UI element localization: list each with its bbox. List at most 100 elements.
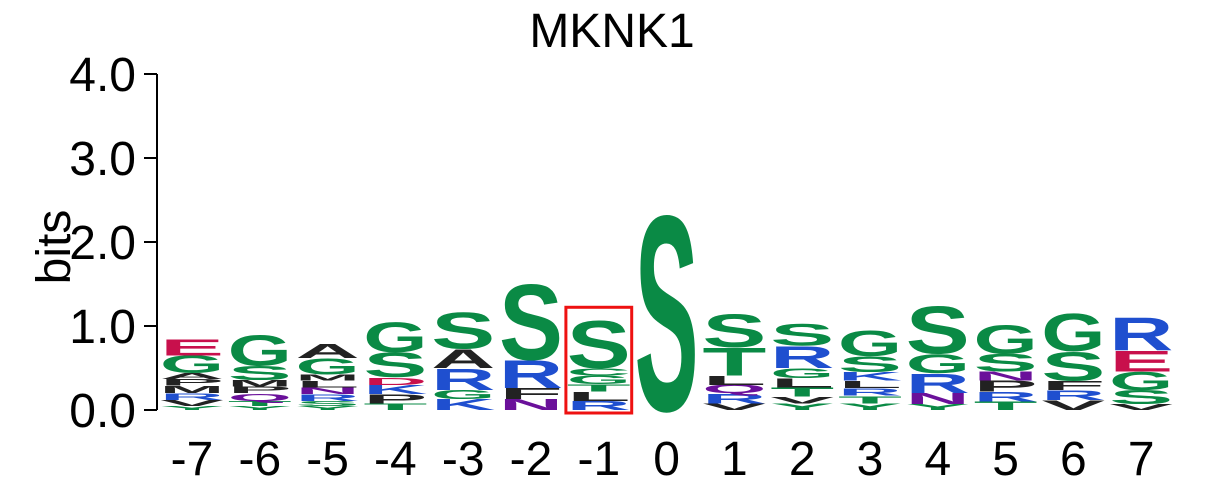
logo-letter-v: V — [703, 402, 767, 412]
logo-letter-k: K — [838, 370, 902, 383]
y-axis-label: bits — [28, 210, 81, 285]
logo-letter-g: G — [567, 374, 631, 387]
logo-letter-a: A — [296, 340, 360, 362]
x-tick-label: 4 — [924, 433, 951, 486]
logo-letter-g: G — [160, 351, 224, 379]
logo-letter-g: G — [296, 353, 360, 379]
y-axis: 0.0 1.0 2.0 3.0 4.0 — [69, 49, 158, 438]
logo-letter-r: R — [906, 368, 970, 400]
logo-letter-m: M — [228, 378, 292, 389]
logo-letter-s: S — [635, 159, 699, 471]
x-tick-label: -5 — [306, 433, 349, 486]
logo-letter-e: E — [1109, 345, 1173, 378]
logo-letter-m: M — [296, 373, 360, 382]
logo-letter-t: T — [228, 399, 292, 407]
y-tick-label: 3.0 — [69, 133, 136, 186]
x-tick-label: 3 — [857, 433, 884, 486]
logo-letter-f: F — [499, 385, 563, 402]
logo-letter-a: A — [431, 344, 495, 374]
x-tick-label: -1 — [577, 433, 620, 486]
logo-letter-r: R — [770, 340, 834, 375]
x-tick-label: 7 — [1128, 433, 1155, 486]
logo-letter-a: A — [160, 372, 224, 381]
logo-letter-g: G — [1041, 302, 1105, 363]
logo-letter-r: R — [974, 389, 1038, 405]
logo-letter-y: Y — [160, 405, 224, 412]
logo-letter-l: L — [702, 373, 766, 388]
logo-letter-l: L — [567, 389, 631, 404]
logo-letter-s: S — [838, 352, 902, 377]
x-axis-labels: -7 -6 -5 -4 -3 -2 -1 0 1 2 3 4 5 6 7 — [171, 433, 1155, 486]
logo-letter-n: N — [296, 386, 360, 396]
logo-letter-t: T — [770, 385, 834, 400]
logo-letter-s: S — [431, 302, 495, 360]
x-tick-label: -4 — [374, 433, 417, 486]
logo-letter-q: Q — [228, 391, 292, 403]
logo-letter-g: G — [838, 324, 902, 365]
y-tick-label: 4.0 — [69, 49, 136, 102]
y-axis-ticks: 0.0 1.0 2.0 3.0 4.0 — [69, 49, 157, 438]
x-tick-label: -6 — [238, 433, 281, 486]
logo-letter-s: S — [499, 262, 563, 382]
logo-letter-g: G — [1109, 367, 1173, 396]
logo-letter-t: T — [363, 402, 427, 412]
logo-letter-s: S — [974, 349, 1038, 376]
logo-letter-q: Q — [702, 383, 766, 396]
logo-letter-r: R — [499, 352, 563, 397]
x-tick-label: -2 — [510, 433, 553, 486]
logo-letter-v: V — [160, 399, 224, 408]
logo-letter-r: R — [567, 399, 631, 413]
logo-letter-l: L — [838, 379, 902, 391]
logo-letter-g: G — [363, 314, 427, 361]
x-tick-label: -3 — [442, 433, 485, 486]
x-tick-label: -7 — [171, 433, 214, 486]
logo-letter-v: V — [770, 395, 834, 405]
logo-letter-g: G — [770, 365, 834, 381]
logo-letter-t: T — [974, 399, 1038, 412]
logo-letter-s: S — [567, 307, 631, 383]
logo-letter-g: G — [431, 388, 495, 402]
logo-letter-s: S — [770, 317, 834, 352]
logo-letters: YVRMPAGEYTQPMSGYSRNLMGATPKDSGKGRASNFRSRL… — [160, 159, 1173, 471]
logo-letter-y: Y — [838, 402, 902, 412]
logo-letter-y: Y — [228, 405, 292, 412]
highlight-box — [564, 305, 634, 415]
y-tick-label: 2.0 — [69, 217, 136, 270]
logo-letter-g: G — [974, 316, 1038, 362]
logo-letter-p: P — [228, 385, 292, 395]
logo-letter-r: R — [431, 363, 495, 397]
logo-letter-k: K — [363, 383, 427, 397]
logo-letter-s: S — [296, 399, 360, 407]
logo-letter-s: S — [906, 292, 970, 368]
logo-letter-t: T — [567, 382, 631, 394]
logo-letter-r: R — [160, 392, 224, 402]
logo-letter-v: V — [1109, 403, 1173, 412]
logo-letter-g: G — [228, 326, 292, 375]
logo-letter-s: S — [1109, 386, 1173, 408]
x-tick-label: 2 — [789, 433, 816, 486]
y-tick-label: 1.0 — [69, 301, 136, 354]
logo-letter-y: Y — [296, 405, 360, 412]
logo-letter-s: S — [363, 346, 427, 385]
logo-letter-m: M — [160, 384, 224, 396]
logo-letter-k: K — [431, 396, 495, 413]
logo-letter-t: T — [702, 339, 766, 384]
logo-letter-f: F — [1041, 378, 1105, 393]
x-tick-label: 5 — [992, 433, 1019, 486]
logo-letter-r: R — [838, 386, 902, 398]
logo-letter-y: Y — [906, 403, 970, 412]
y-tick-label: 0.0 — [69, 385, 136, 438]
logo-letter-p: P — [160, 377, 224, 387]
logo-letter-e: E — [160, 334, 224, 360]
logo-letter-y: Y — [770, 402, 834, 412]
logo-letter-c: C — [567, 366, 631, 378]
x-tick-label: 1 — [721, 433, 748, 486]
logo-letter-d: D — [363, 375, 427, 387]
logo-letter-p: P — [974, 378, 1038, 395]
logo-letter-g: G — [906, 349, 970, 379]
logo-letter-r: R — [702, 391, 766, 407]
logo-letter-r: R — [1041, 387, 1105, 403]
chart-title: MKNK1 — [529, 5, 694, 58]
logo-letter-p: P — [363, 392, 427, 407]
